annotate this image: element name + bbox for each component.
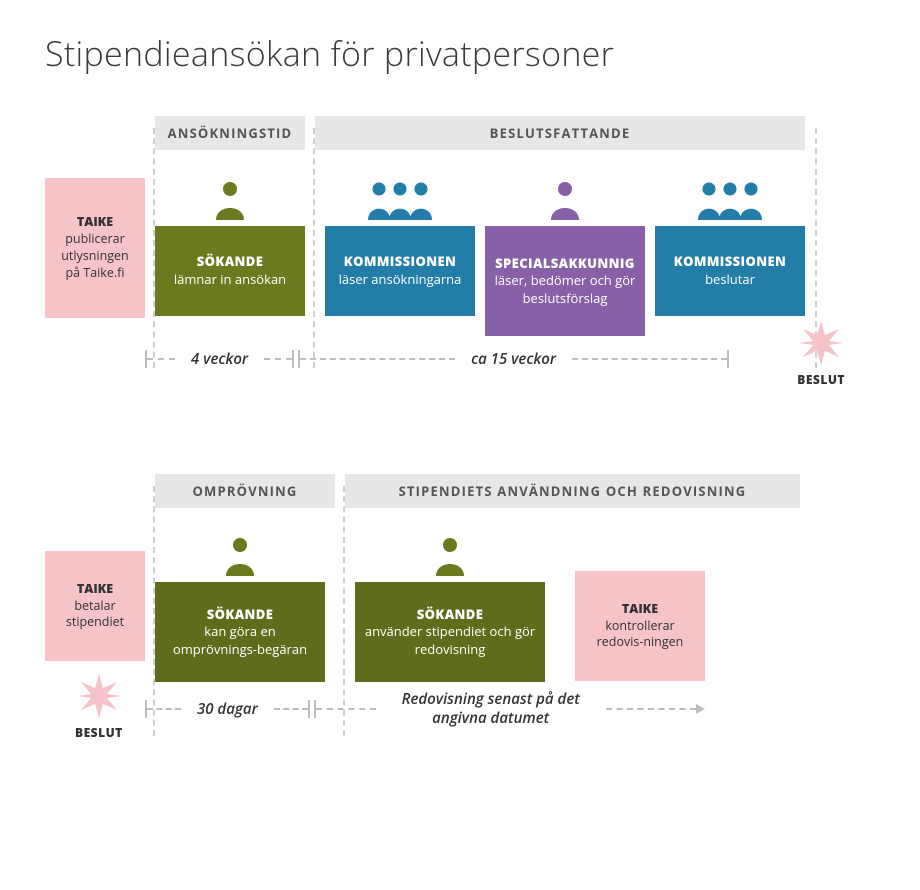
timeline-row-2: 30 dagar Redovisning senast på det angiv…	[145, 694, 875, 724]
process-row-2: OMPRÖVNING STIPENDIETS ANVÄNDNING OCH RE…	[45, 474, 875, 724]
expert-body: läser, bedömer och gör beslutsförslag	[493, 272, 637, 307]
applicant2-title: SÖKANDE	[363, 606, 537, 624]
tick	[308, 700, 310, 718]
decision-marker: BESLUT	[797, 321, 845, 388]
phase-header-omprovning: OMPRÖVNING	[155, 474, 335, 508]
taike-publishes-card: TAIKE publicerar utlysningen på Taike.fi	[45, 178, 145, 318]
dash-segment	[316, 708, 376, 710]
commission-decides-card: KOMMISSIONEN beslutar	[655, 226, 805, 316]
applicant-title: SÖKANDE	[163, 253, 297, 271]
applicant1-title: SÖKANDE	[163, 606, 317, 624]
phase-header-beslutsfattande: BESLUTSFATTANDE	[315, 116, 805, 150]
duration-1: 4 veckor	[175, 349, 264, 369]
taike-checks-text: kontrollerar redovis-ningen	[583, 618, 697, 652]
process-row-1: ANSÖKNINGSTID BESLUTSFATTANDE TAIKE publ…	[45, 116, 875, 374]
commission-decides-step: KOMMISSIONEN beslutar	[655, 180, 805, 316]
person-icon	[548, 180, 582, 220]
boxes-row-2: TAIKE betalar stipendiet SÖKANDE kan gör…	[45, 516, 875, 686]
star-icon	[799, 321, 843, 365]
commission-body: läser ansökningarna	[333, 271, 467, 289]
taike-label: TAIKE	[583, 601, 697, 618]
person-icon	[223, 536, 257, 576]
applicant-appeal-card: SÖKANDE kan göra en omprövnings-begäran	[155, 582, 325, 682]
dash-segment	[264, 358, 292, 360]
phase-headers-row2: OMPRÖVNING STIPENDIETS ANVÄNDNING OCH RE…	[155, 474, 875, 508]
tick	[292, 350, 294, 368]
divider-line	[153, 128, 155, 368]
dash-segment	[147, 358, 175, 360]
applicant2-body: använder stipendiet och gör redovisning	[363, 623, 537, 658]
group-icon	[695, 180, 765, 220]
dash-segment	[572, 358, 727, 360]
page-title: Stipendieansökan för privatpersoner	[45, 30, 875, 76]
commission-reads-step: KOMMISSIONEN läser ansökningarna	[325, 180, 475, 316]
person-icon	[433, 536, 467, 576]
taike-publishes-text: publicerar utlysningen på Taike.fi	[53, 231, 137, 282]
dash-segment	[606, 708, 696, 710]
tick	[727, 350, 729, 368]
duration-3: 30 dagar	[181, 699, 274, 719]
dash-segment	[274, 708, 308, 710]
group-icon	[365, 180, 435, 220]
taike-pays-text: betalar stipendiet	[53, 598, 137, 632]
arrow-icon	[696, 704, 705, 714]
phase-headers-row1: ANSÖKNINGSTID BESLUTSFATTANDE	[155, 116, 875, 150]
applicant-step: SÖKANDE lämnar in ansökan	[155, 180, 305, 316]
taike-checks-card: TAIKE kontrollerar redovis-ningen	[575, 571, 705, 681]
taike-label: TAIKE	[53, 581, 137, 598]
dash-segment	[147, 708, 181, 710]
expert-title: SPECIALSAKKUNNIG	[493, 255, 637, 273]
applicant-appeal-step: SÖKANDE kan göra en omprövnings-begäran	[155, 536, 325, 682]
taike-pays-card: TAIKE betalar stipendiet	[45, 551, 145, 661]
applicant1-body: kan göra en omprövnings-begäran	[163, 623, 317, 658]
commission-reads-card: KOMMISSIONEN läser ansökningarna	[325, 226, 475, 316]
commission-title: KOMMISSIONEN	[333, 253, 467, 271]
commission2-body: beslutar	[663, 271, 797, 289]
boxes-row-1: TAIKE publicerar utlysningen på Taike.fi…	[45, 158, 875, 336]
star-icon	[77, 674, 121, 718]
decision-label: BESLUT	[75, 724, 123, 741]
dash-segment	[300, 358, 455, 360]
person-icon	[213, 180, 247, 220]
applicant-card: SÖKANDE lämnar in ansökan	[155, 226, 305, 316]
taike-label: TAIKE	[53, 214, 137, 231]
phase-header-ansokningstid: ANSÖKNINGSTID	[155, 116, 305, 150]
divider-line	[313, 128, 315, 368]
commission2-title: KOMMISSIONEN	[663, 253, 797, 271]
expert-card: SPECIALSAKKUNNIG läser, bedömer och gör …	[485, 226, 645, 336]
timeline-row-1: 4 veckor ca 15 veckor	[145, 344, 875, 374]
expert-step: SPECIALSAKKUNNIG läser, bedömer och gör …	[485, 180, 645, 336]
decision-label: BESLUT	[797, 371, 845, 388]
duration-2: ca 15 veckor	[455, 349, 572, 369]
applicant-body: lämnar in ansökan	[163, 271, 297, 289]
applicant-uses-step: SÖKANDE använder stipendiet och gör redo…	[355, 536, 545, 682]
decision-marker: BESLUT	[75, 674, 123, 741]
duration-4: Redovisning senast på det angivna datume…	[376, 690, 606, 729]
phase-header-anvandning: STIPENDIETS ANVÄNDNING OCH REDOVISNING	[345, 474, 800, 508]
applicant-uses-card: SÖKANDE använder stipendiet och gör redo…	[355, 582, 545, 682]
